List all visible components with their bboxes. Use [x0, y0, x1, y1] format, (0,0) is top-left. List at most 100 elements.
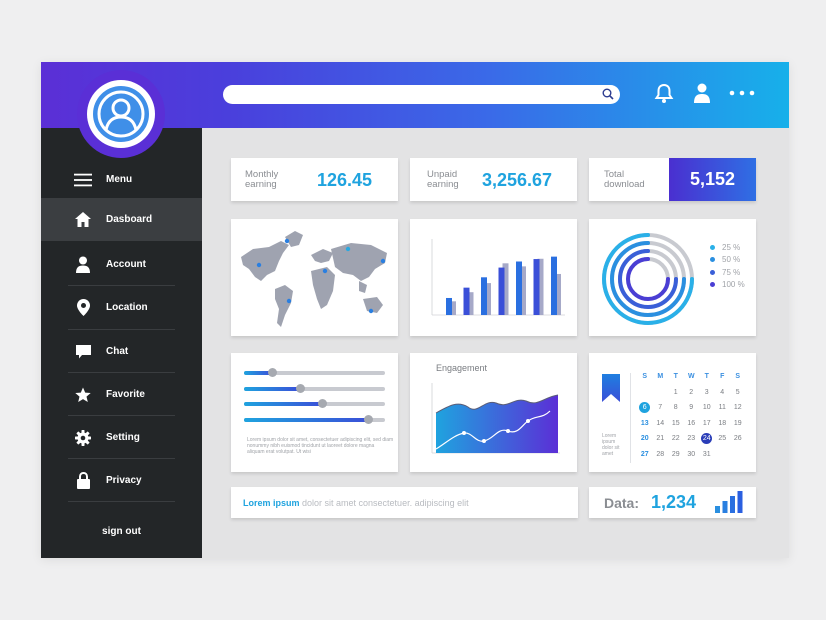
- calendar-day[interactable]: 31: [702, 450, 711, 458]
- calendar-day[interactable]: 7: [658, 404, 663, 412]
- stat-value: 126.45: [317, 170, 373, 190]
- calendar-weekday: T: [673, 373, 678, 381]
- sidebar-item-label: Account: [106, 259, 146, 270]
- bar-primary: [481, 277, 487, 315]
- map-marker[interactable]: [380, 258, 386, 264]
- calendar-weekday: F: [720, 373, 725, 381]
- sidebar-item-label: Dasboard: [106, 214, 153, 225]
- map-marker[interactable]: [286, 298, 292, 304]
- sidebar-item-dashboard[interactable]: Dasboard: [41, 198, 202, 241]
- map-marker[interactable]: [368, 308, 374, 314]
- stat-value: 3,256.67: [482, 170, 553, 190]
- stat-value: 5,152: [689, 169, 736, 189]
- user-avatar-icon: [97, 90, 145, 138]
- slider-fill: [244, 402, 322, 406]
- slider-handle[interactable]: [296, 383, 306, 393]
- lorem-text: Lorem ipsum dolor sit amet consectetuer.…: [243, 498, 469, 508]
- map-marker[interactable]: [345, 246, 351, 252]
- calendar-day[interactable]: 12: [733, 404, 742, 412]
- calendar-day[interactable]: 19: [733, 419, 742, 427]
- search-icon[interactable]: [602, 88, 614, 100]
- more-options-icon[interactable]: [729, 90, 757, 96]
- map-marker[interactable]: [322, 268, 328, 274]
- stat-label: download: [604, 179, 645, 190]
- calendar-day[interactable]: 6: [637, 400, 653, 416]
- star-icon: [74, 386, 92, 404]
- world-map: [241, 231, 387, 327]
- slider[interactable]: [244, 368, 385, 377]
- calendar-day[interactable]: 8: [673, 404, 678, 412]
- slider-fill: [244, 386, 301, 391]
- search-input[interactable]: [223, 85, 620, 104]
- calendar-day[interactable]: 9: [689, 404, 694, 412]
- sidebar-item-favorite[interactable]: Favorite: [41, 373, 202, 416]
- sidebar-item-privacy[interactable]: Privacy: [41, 459, 202, 502]
- slider[interactable]: [244, 414, 385, 424]
- calendar-divider: [630, 373, 631, 463]
- bar-secondary: [467, 292, 474, 315]
- calendar-day[interactable]: 22: [671, 435, 680, 443]
- lorem-banner: Lorem ipsum dolor sit amet consectetuer.…: [231, 487, 578, 518]
- calendar-day[interactable]: 11: [718, 404, 726, 412]
- slider-handle[interactable]: [364, 414, 374, 424]
- calendar-day[interactable]: 28: [656, 450, 665, 458]
- calendar-day[interactable]: 29: [671, 450, 680, 458]
- bar-primary: [446, 297, 452, 315]
- stat-label: Monthly: [245, 169, 279, 180]
- calendar-day[interactable]: 13: [640, 419, 649, 427]
- data-value: 1,234: [651, 492, 697, 512]
- map-marker[interactable]: [256, 262, 262, 268]
- sidebar-item-account[interactable]: Account: [41, 243, 202, 286]
- calendar-day[interactable]: 16: [687, 419, 696, 427]
- bar-primary: [533, 259, 540, 315]
- divider: [68, 372, 175, 373]
- stat-label: earning: [245, 179, 277, 190]
- calendar-day[interactable]: 1: [673, 388, 678, 396]
- sidebar-item-chat[interactable]: Chat: [41, 330, 202, 373]
- sidebar-item-location[interactable]: Location: [41, 286, 202, 329]
- calendar-weekday: S: [735, 373, 741, 381]
- gear-icon: [74, 429, 92, 447]
- calendar-day[interactable]: 15: [671, 419, 680, 427]
- calendar-day[interactable]: 30: [687, 450, 696, 458]
- calendar-weekday: T: [704, 373, 709, 381]
- calendar-day[interactable]: 5: [735, 388, 740, 396]
- slider[interactable]: [244, 399, 385, 408]
- user-profile-icon[interactable]: [693, 82, 711, 104]
- engagement-area-chart: [431, 383, 560, 454]
- calendar-day[interactable]: 18: [718, 419, 727, 427]
- calendar-day[interactable]: 27: [640, 450, 649, 458]
- calendar-day[interactable]: 14: [656, 419, 665, 427]
- calendar-day[interactable]: 4: [720, 388, 725, 396]
- bar-secondary: [520, 266, 526, 315]
- donut-chart-card: 25 % 50 % 75 % 100 %: [589, 219, 756, 336]
- sidebar-item-setting[interactable]: Setting: [41, 416, 202, 459]
- calendar-day[interactable]: 21: [656, 435, 665, 443]
- unpaid-earning-card: Unpaid earning 3,256.67: [410, 158, 577, 201]
- donut-legend: 25 % 50 % 75 % 100 %: [710, 241, 745, 291]
- calendar-day[interactable]: 10: [702, 404, 711, 412]
- divider: [68, 501, 175, 502]
- sign-out-link[interactable]: sign out: [102, 526, 141, 537]
- calendar-day[interactable]: 3: [704, 388, 709, 396]
- slider[interactable]: [244, 383, 385, 393]
- slider-handle[interactable]: [268, 368, 278, 377]
- divider: [68, 458, 175, 459]
- calendar-weekday: S: [642, 373, 648, 381]
- calendar-day[interactable]: 23: [687, 435, 696, 443]
- calendar-day[interactable]: 24: [701, 433, 713, 445]
- calendar-day[interactable]: 26: [733, 435, 742, 443]
- calendar-day[interactable]: 17: [702, 419, 711, 427]
- bookmark-icon: [602, 374, 620, 402]
- location-pin-icon: [74, 299, 92, 317]
- divider: [68, 415, 175, 416]
- bell-icon[interactable]: [654, 82, 674, 104]
- map-marker[interactable]: [284, 238, 290, 244]
- calendar-day[interactable]: 20: [640, 435, 649, 443]
- slider-handle[interactable]: [317, 399, 327, 408]
- calendar-day[interactable]: 25: [718, 435, 727, 443]
- calendar-day[interactable]: 2: [689, 388, 694, 396]
- sidebar-item-menu[interactable]: Menu: [41, 158, 202, 201]
- avatar[interactable]: [87, 80, 155, 148]
